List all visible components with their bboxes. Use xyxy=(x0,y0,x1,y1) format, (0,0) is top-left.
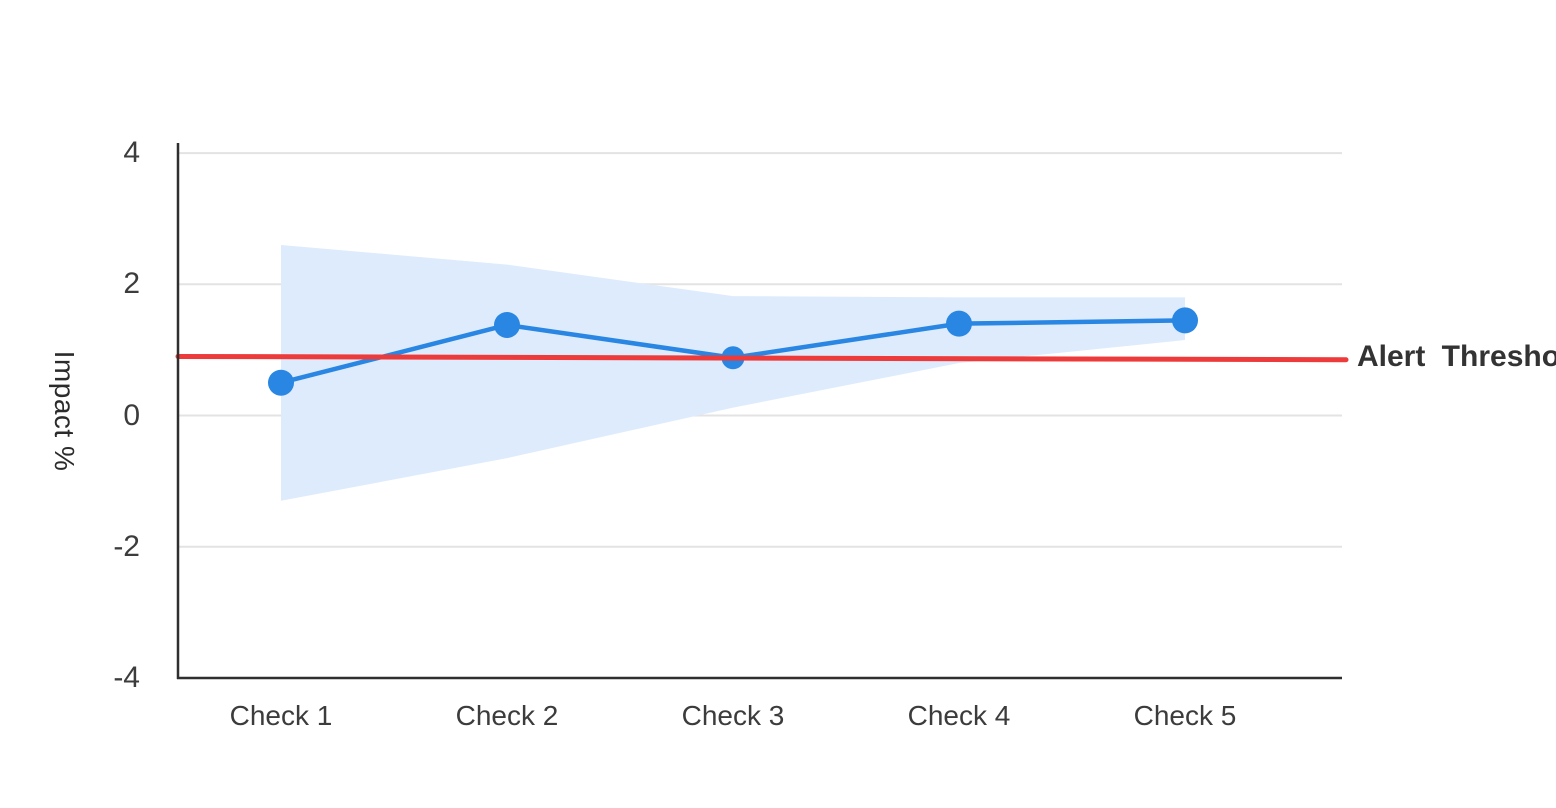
y-tick-label: 4 xyxy=(123,136,140,170)
threshold-label: Alert Threshold xyxy=(1357,340,1556,373)
threshold-line xyxy=(175,353,1349,363)
confidence-band xyxy=(281,244,1185,501)
y-tick-label: -2 xyxy=(113,529,140,563)
x-tick-label-4: Check 4 xyxy=(907,700,1011,731)
y-axis-title: Impact % xyxy=(49,350,80,472)
x-tick-label-1: Check 1 xyxy=(229,700,333,731)
y-tick-label: -4 xyxy=(113,660,140,694)
data-point-check-4 xyxy=(946,310,972,337)
data-point-check-5 xyxy=(1172,307,1198,334)
data-point-check-1 xyxy=(268,369,294,396)
y-tick-label: 0 xyxy=(123,398,140,432)
data-point-check-2 xyxy=(494,311,520,338)
x-tick-label-5: Check 5 xyxy=(1133,700,1237,731)
x-tick-label-2: Check 2 xyxy=(455,700,559,731)
x-tick-label-3: Check 3 xyxy=(681,700,785,731)
y-tick-label: 2 xyxy=(123,267,140,301)
